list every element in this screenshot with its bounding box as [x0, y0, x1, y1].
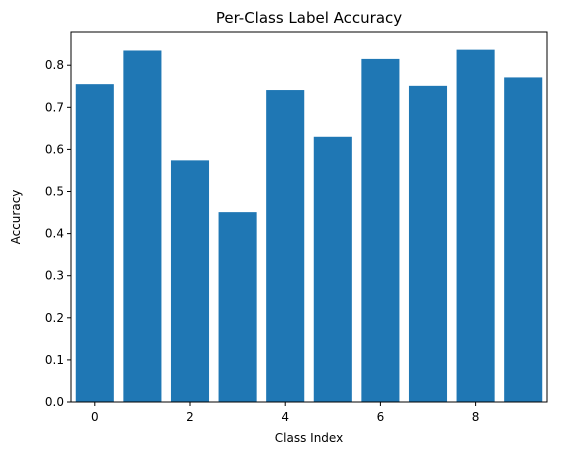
bar-class-0: [75, 84, 114, 402]
bar-class-4: [266, 90, 305, 402]
y-tick-label: 0.6: [45, 142, 64, 156]
bar-class-5: [313, 136, 352, 403]
x-axis-ticks: 0 2 4 6 8: [91, 402, 479, 424]
bar-class-6: [361, 58, 400, 403]
y-tick-label: 0.4: [45, 227, 64, 241]
plot-frame: [70, 31, 548, 403]
y-tick-label: 0.5: [45, 185, 64, 199]
y-tick-label: 0.2: [45, 311, 64, 325]
y-axis-ticks: 0.0 0.1 0.2 0.3 0.4 0.5 0.6 0.7 0.8: [45, 58, 71, 409]
x-tick-label: 0: [91, 410, 99, 424]
bars-group: [75, 49, 543, 403]
bar-class-7: [408, 85, 448, 402]
bar-class-9: [504, 77, 543, 402]
chart-title: Per-Class Label Accuracy: [216, 9, 402, 27]
x-tick-label: 6: [377, 410, 385, 424]
y-tick-label: 0.7: [45, 100, 64, 114]
bar-class-2: [170, 160, 210, 402]
x-axis-label: Class Index: [275, 431, 343, 445]
bar-class-8: [456, 49, 495, 402]
bar-class-1: [123, 50, 162, 403]
y-tick-label: 0.1: [45, 353, 64, 367]
y-tick-label: 0.0: [45, 395, 64, 409]
x-tick-label: 4: [281, 410, 289, 424]
y-axis-label: Accuracy: [9, 190, 23, 245]
y-tick-label: 0.8: [45, 58, 64, 72]
y-tick-label: 0.3: [45, 269, 64, 283]
x-tick-label: 8: [472, 410, 480, 424]
x-tick-label: 2: [186, 410, 194, 424]
bar-class-3: [218, 212, 257, 402]
